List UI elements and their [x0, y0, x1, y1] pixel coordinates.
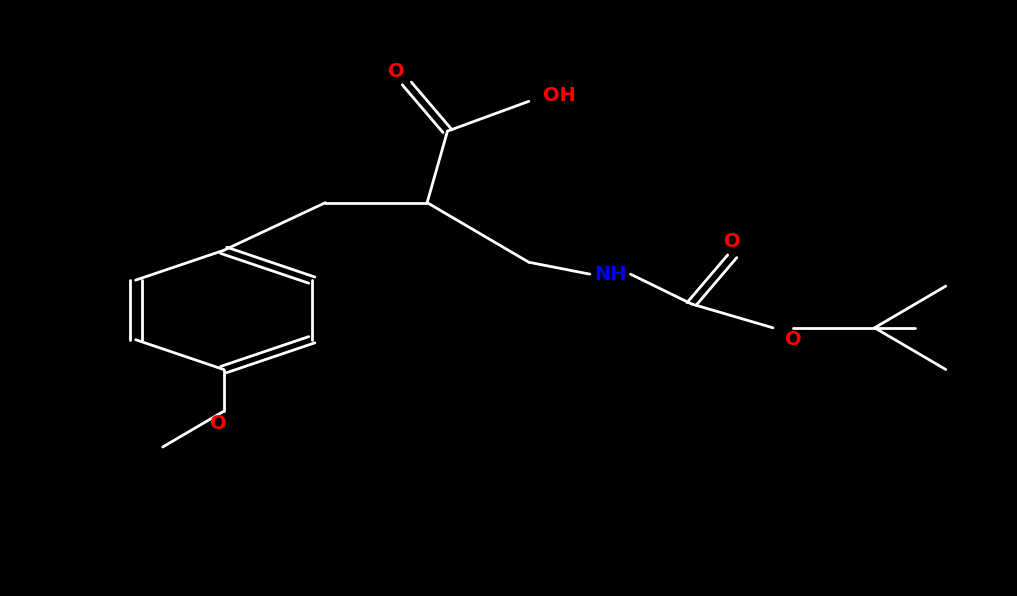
Text: O: O [785, 330, 801, 349]
Text: O: O [388, 62, 405, 81]
Text: O: O [211, 414, 227, 433]
Text: OH: OH [543, 86, 576, 105]
Text: NH: NH [594, 265, 626, 284]
Text: O: O [724, 232, 740, 251]
